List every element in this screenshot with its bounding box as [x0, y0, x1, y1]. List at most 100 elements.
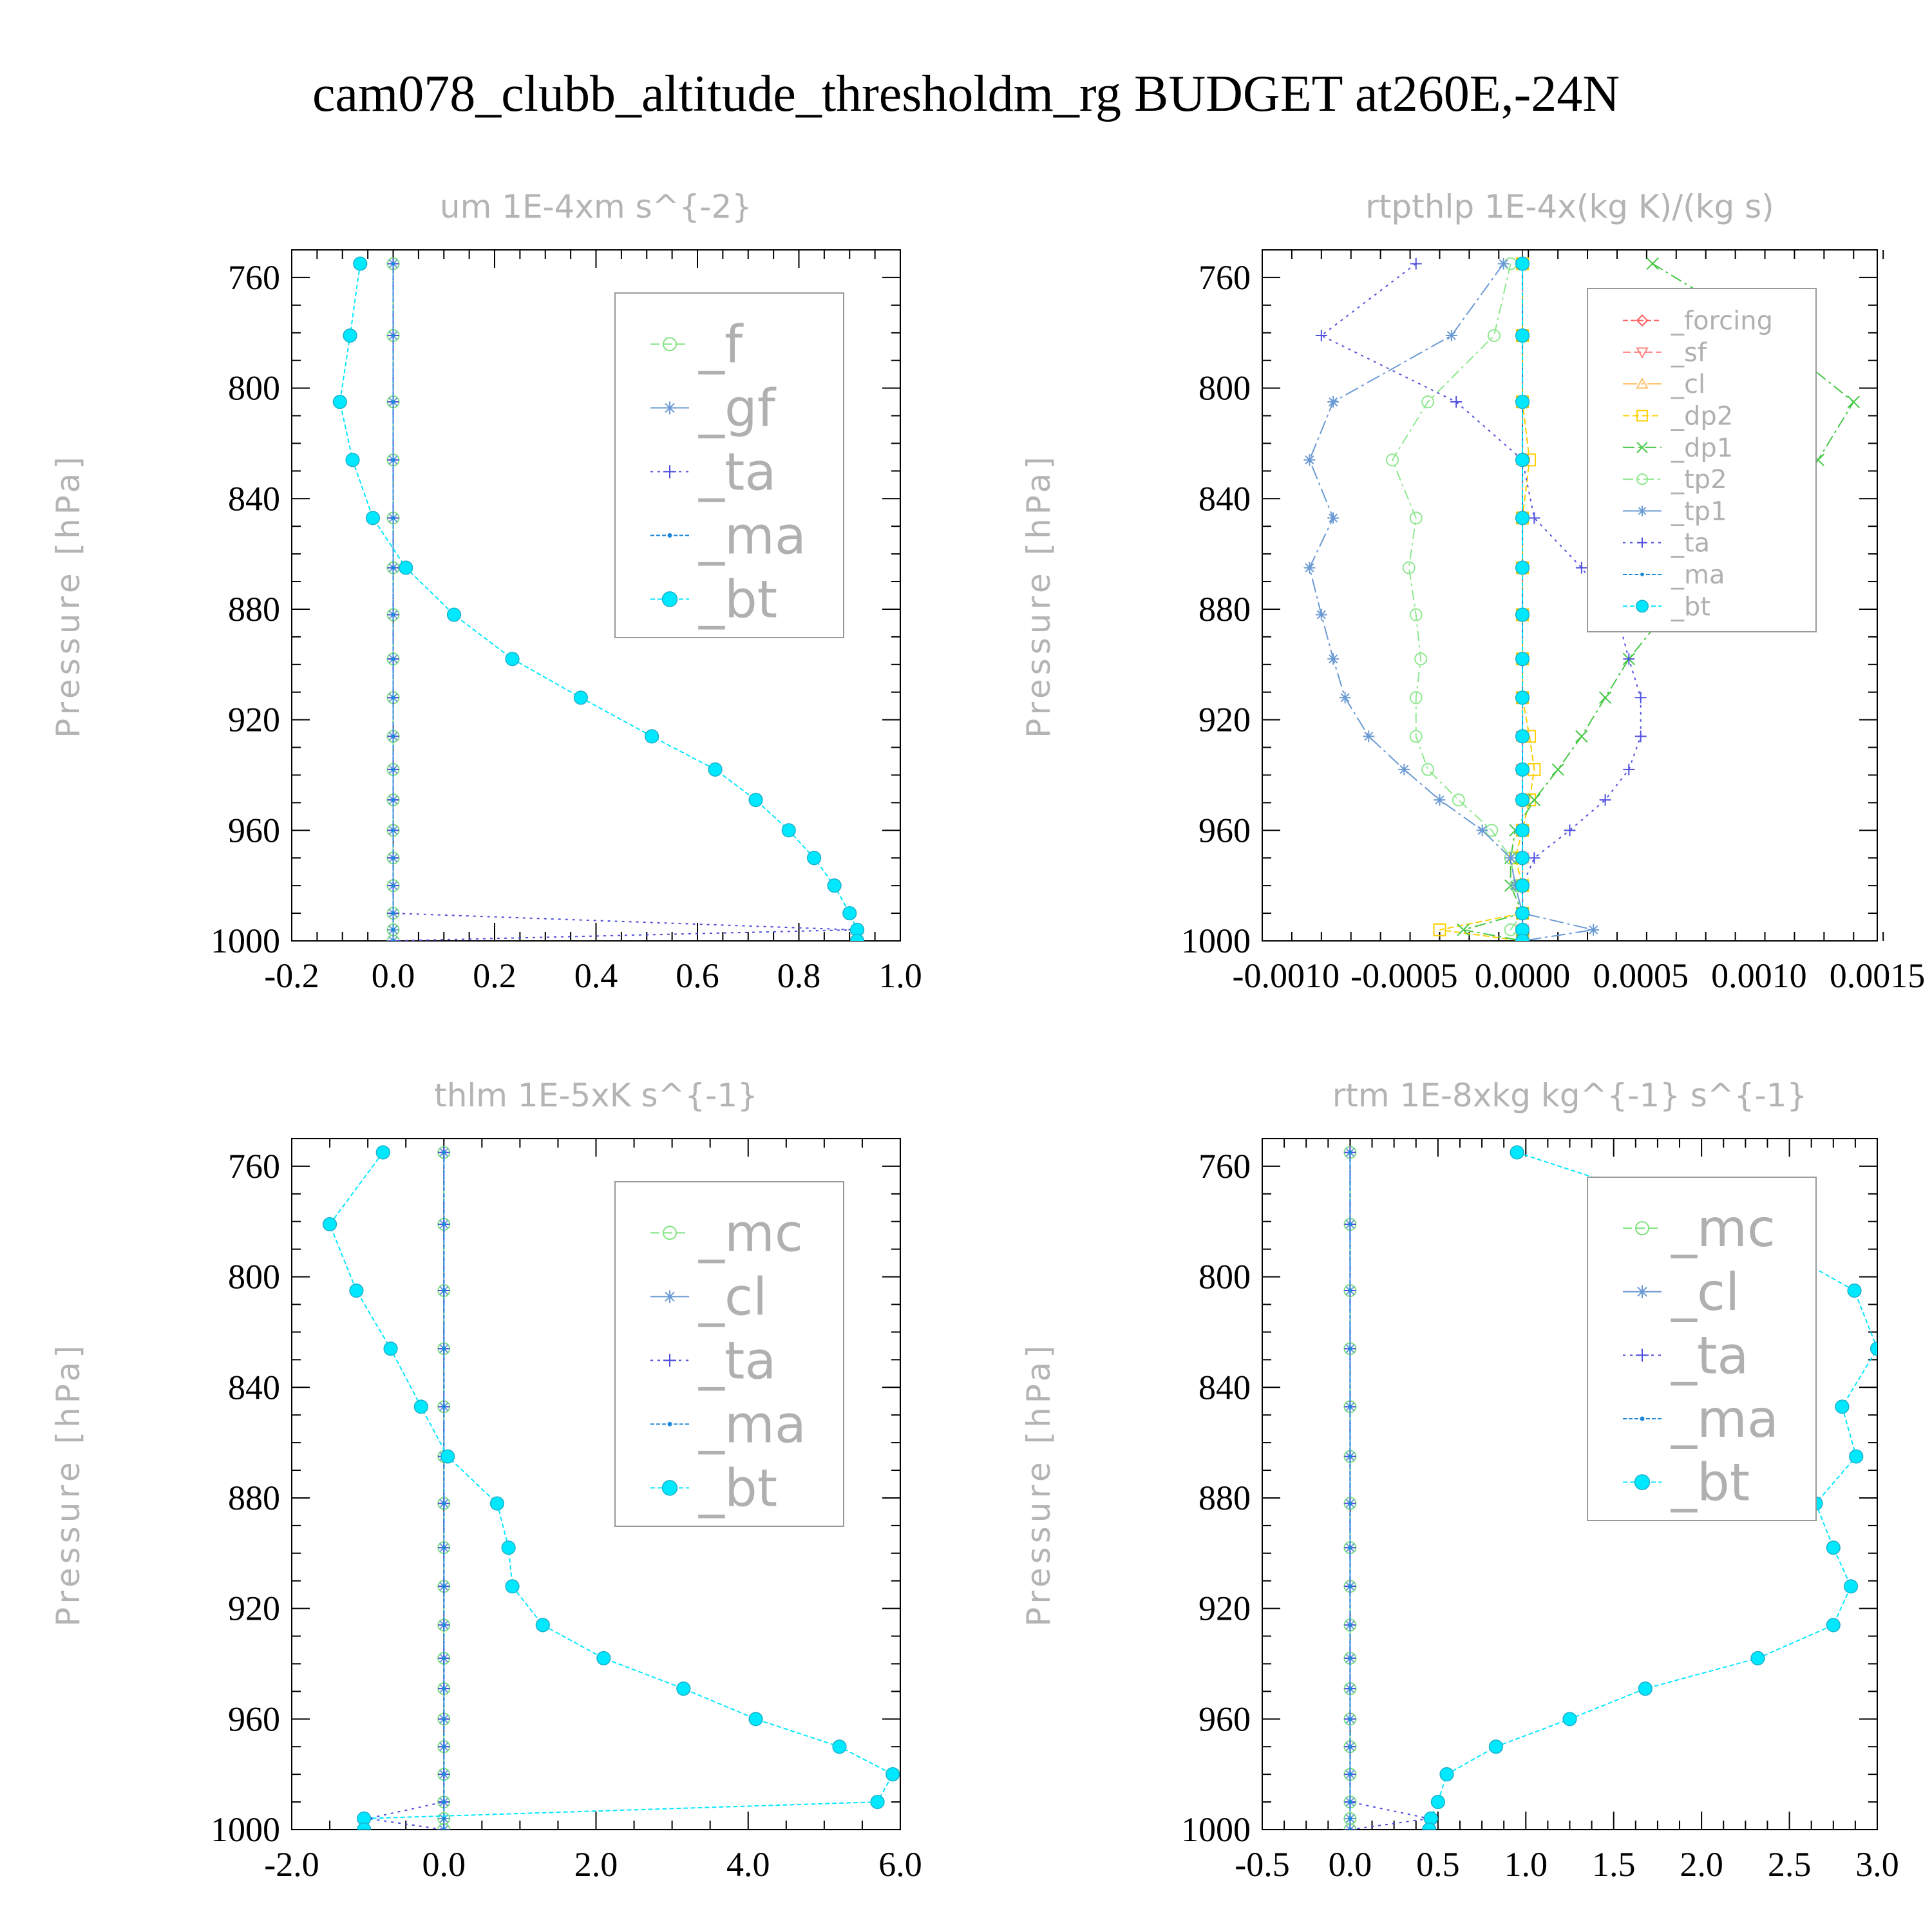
legend-marker	[663, 1290, 676, 1303]
data-point-tp1	[1327, 653, 1340, 665]
data-point-ma	[391, 261, 395, 266]
y-tick-label: 1000	[1181, 1810, 1251, 1849]
data-point-bt	[1488, 1739, 1503, 1754]
data-point-tp2	[1409, 730, 1423, 743]
data-point-bt	[1870, 1341, 1877, 1356]
data-point-ta	[1599, 794, 1611, 806]
data-point-ta	[1623, 653, 1635, 665]
data-point-tp1	[1339, 692, 1351, 704]
legend-label: _bt	[1671, 1453, 1750, 1513]
y-tick-label: 880	[228, 1479, 280, 1517]
x-tick-label: 0.0	[422, 1845, 466, 1884]
legend-label: _ta	[1671, 529, 1710, 558]
data-point-tp1	[1303, 562, 1316, 574]
legend-label: _ma	[698, 506, 806, 565]
legend-marker	[1636, 314, 1649, 327]
data-point-tp1	[1327, 512, 1340, 524]
data-point-bt	[1515, 878, 1530, 893]
series-line-ta	[367, 1152, 445, 1830]
legend-label: _sf	[1671, 338, 1707, 368]
data-point-ma	[1348, 1222, 1352, 1227]
legend-box	[1587, 1177, 1817, 1521]
data-point-dp1	[1457, 923, 1470, 936]
data-point-dp2	[1433, 923, 1446, 936]
data-point-bt	[446, 607, 462, 622]
data-point-bt	[1430, 1794, 1445, 1810]
x-tick-label: 0.6	[676, 956, 719, 995]
x-tick-label: 0.2	[473, 956, 516, 995]
data-point-bt	[842, 905, 857, 921]
chart-panel-1: 760 800 840 880 920 960 1000-0.2 0.0 0.2 0.4 0.6 0.…	[50, 188, 922, 995]
x-tick-label: -0.2	[264, 956, 319, 995]
panel-title: um 1E-4xm s^{-2}	[440, 188, 752, 225]
legend-marker	[663, 465, 676, 478]
legend-label: _mc	[1671, 1198, 1776, 1258]
x-tick-label: 0.0000	[1475, 956, 1571, 995]
data-point-bt	[1847, 1283, 1862, 1298]
data-point-bt	[827, 878, 842, 893]
data-point-tp2	[1421, 762, 1435, 776]
data-point-bt	[1562, 1712, 1577, 1727]
legend-label: _tp2	[1671, 465, 1727, 495]
plot-area	[332, 256, 865, 941]
data-point-tp2	[1409, 691, 1423, 705]
data-point-ma	[442, 1347, 446, 1351]
data-point-ma	[442, 1745, 446, 1749]
data-point-tp1	[1587, 923, 1600, 936]
legend-label: _bt	[1671, 592, 1710, 621]
data-point-bt	[1750, 1651, 1765, 1665]
chart-panel-4: 760 800 840 880 920 960 1000-0.5 0.0 0.5 1.0 1.5 2.…	[1020, 1077, 1899, 1884]
legend-marker	[663, 1354, 676, 1367]
data-point-ma	[442, 1656, 446, 1661]
legend: _mc_cl_ta_ma_bt	[1587, 1177, 1817, 1521]
data-point-bt	[748, 793, 763, 808]
data-point-ma	[442, 1501, 446, 1506]
data-point-ta	[1410, 258, 1422, 270]
legend-label: _dp1	[1671, 433, 1733, 463]
data-point-bt	[322, 1217, 337, 1232]
data-point-bt	[1835, 1399, 1850, 1414]
data-point-dp1	[1551, 763, 1564, 776]
series-line-dp2	[1439, 263, 1535, 941]
x-tick-label: 1.0	[878, 956, 922, 995]
y-tick-label: 800	[228, 1258, 280, 1296]
legend-marker	[661, 591, 678, 607]
data-point-tp2	[1487, 329, 1501, 343]
data-point-ma	[391, 828, 395, 833]
legend-label: _cl	[698, 1267, 767, 1327]
legend-marker	[1637, 506, 1647, 516]
data-point-bt	[573, 690, 588, 705]
data-point-dp1	[1646, 257, 1659, 270]
legend-marker	[667, 1421, 672, 1426]
legend: _forcing_sf_cl_dp2_dp1_tp2_tp1 _ta_ma_bt	[1587, 288, 1817, 632]
data-point-tp2	[1409, 511, 1423, 525]
data-point-ma	[442, 1816, 446, 1821]
y-tick-label: 920	[228, 701, 280, 739]
legend-marker	[1636, 347, 1649, 359]
data-point-bt	[807, 851, 822, 866]
data-point-ta	[1450, 396, 1463, 408]
x-tick-label: 0.0010	[1711, 956, 1807, 995]
legend: _mc_cl_ta_ma_bt	[614, 1181, 844, 1527]
legend-label: _ma	[1671, 1389, 1779, 1449]
data-point-tp2	[1452, 793, 1465, 807]
x-tick-label: 6.0	[878, 1845, 922, 1884]
data-point-ma	[442, 1546, 446, 1550]
legend-label: _dp2	[1671, 401, 1733, 431]
data-point-bt	[375, 1145, 390, 1160]
data-point-ma	[1348, 1501, 1352, 1506]
data-point-bt	[1515, 511, 1530, 526]
data-point-bt	[748, 1712, 763, 1727]
data-point-ma	[391, 938, 395, 941]
data-point-ma	[1348, 1623, 1352, 1627]
legend-label: _cl	[1671, 1262, 1739, 1322]
x-tick-label: 0.0	[1329, 1845, 1372, 1884]
x-tick-label: 4.0	[726, 1845, 770, 1884]
data-point-ma	[442, 1288, 446, 1293]
y-tick-label: 920	[1198, 701, 1251, 739]
legend-label: _ta	[698, 442, 776, 502]
data-point-bt	[357, 1822, 372, 1830]
data-point-dp1	[1528, 793, 1541, 806]
y-axis-label: Pressure [hPa]	[1020, 1341, 1057, 1627]
